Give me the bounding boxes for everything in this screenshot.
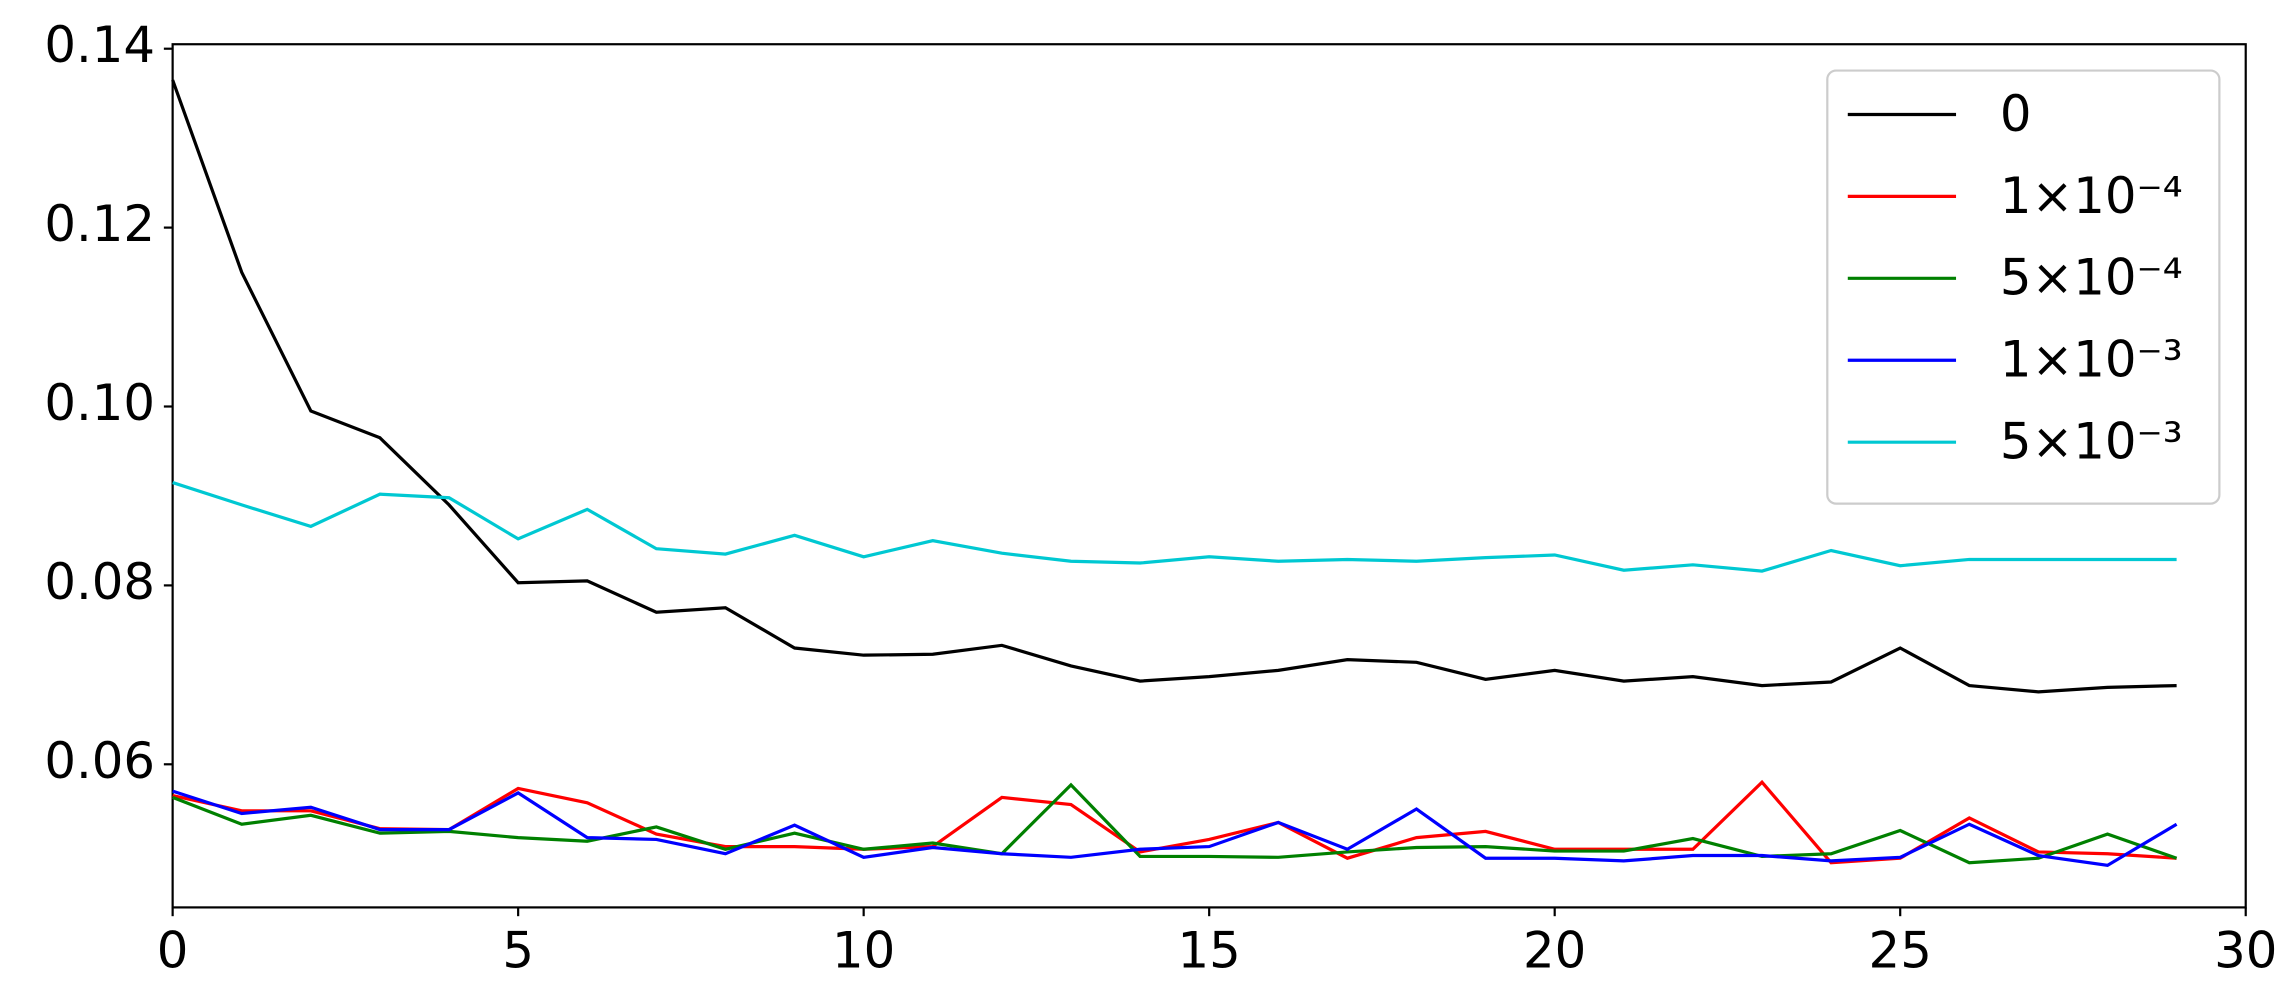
x-tick-label: 20 bbox=[1523, 922, 1586, 980]
legend-label: 1×10⁻³ bbox=[2000, 331, 2183, 389]
legend-label: 5×10⁻³ bbox=[2000, 413, 2183, 471]
legend-box bbox=[1826, 69, 2221, 505]
x-tick-label: 5 bbox=[502, 922, 534, 980]
legend-label: 0 bbox=[2000, 85, 2032, 143]
data-line bbox=[171, 79, 2177, 694]
y-tick-label: 0.10 bbox=[44, 374, 155, 432]
y-tick-label: 0.06 bbox=[44, 732, 155, 790]
x-tick-label: 0 bbox=[157, 922, 189, 980]
data-line bbox=[172, 779, 2177, 865]
x-tick-label: 30 bbox=[2214, 922, 2277, 980]
y-tick-label: 0.14 bbox=[44, 16, 155, 74]
x-tick-label: 15 bbox=[1178, 922, 1241, 980]
x-tick-label: 10 bbox=[832, 922, 895, 980]
data-line bbox=[172, 481, 2177, 573]
data-line bbox=[172, 789, 2178, 868]
legend-label: 5×10⁻⁴ bbox=[2000, 249, 2183, 307]
data-line bbox=[172, 782, 2178, 865]
legend-label: 1×10⁻⁴ bbox=[2000, 167, 2183, 225]
x-tick-label: 25 bbox=[1869, 922, 1932, 980]
y-tick-label: 0.12 bbox=[44, 195, 155, 253]
y-tick-label: 0.08 bbox=[44, 553, 155, 611]
